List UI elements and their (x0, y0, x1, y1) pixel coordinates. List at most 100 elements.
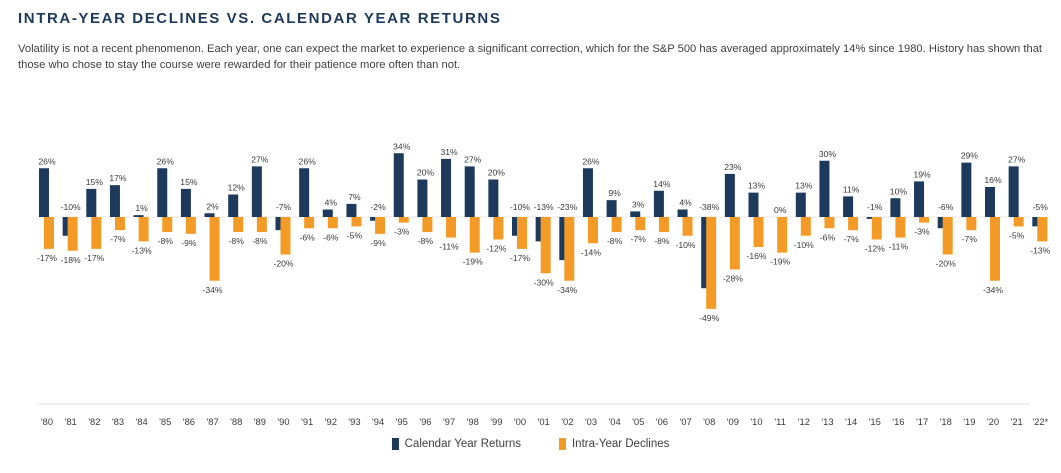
return-data-label: 17% (109, 173, 127, 183)
return-data-label: -5% (1033, 202, 1049, 212)
legend-label-returns: Calendar Year Returns (404, 438, 521, 450)
legend-item-declines: Intra-Year Declines (558, 438, 669, 450)
x-tick-label: '07 (679, 416, 691, 427)
x-tick-label: '00 (514, 416, 526, 427)
x-tick-label: '85 (159, 416, 171, 427)
decline-bar (256, 217, 267, 232)
decline-bar (800, 217, 811, 236)
decline-bar (446, 217, 457, 238)
decline-bar (635, 217, 646, 231)
x-tick-label: '21 (1011, 416, 1023, 427)
decline-bar (611, 217, 622, 232)
decline-bar (469, 217, 480, 253)
decline-bar (990, 217, 1000, 281)
x-tick-label: '89 (254, 416, 266, 427)
decline-data-label: -3% (394, 227, 410, 237)
return-data-label: 2% (206, 201, 219, 211)
return-bar (914, 181, 925, 218)
return-data-label: 15% (86, 177, 104, 187)
return-bar (677, 209, 688, 217)
x-tick-label: '94 (372, 416, 384, 427)
decline-data-label: -34% (203, 285, 223, 295)
decline-data-label: -13% (132, 245, 152, 255)
return-data-label: 11% (843, 184, 860, 194)
x-tick-label: '12 (798, 416, 810, 427)
decline-data-label: -9% (370, 238, 386, 248)
decline-data-label: -9% (181, 238, 197, 248)
return-bar (795, 192, 806, 218)
return-data-label: 26% (299, 156, 317, 166)
x-tick-label: '14 (845, 416, 857, 427)
decline-data-label: -7% (110, 234, 126, 244)
return-bar (299, 168, 310, 217)
decline-data-label: -11% (439, 242, 459, 252)
decline-data-label: -14% (581, 247, 601, 257)
return-bar (961, 162, 972, 218)
decline-bar (587, 217, 598, 244)
decline-bar (1013, 217, 1024, 227)
return-bar (464, 166, 475, 218)
x-tick-label: '09 (727, 416, 739, 427)
x-tick-label: '03 (585, 416, 597, 427)
x-tick-label: '04 (608, 416, 620, 427)
return-bar (251, 166, 262, 218)
decline-bar (44, 217, 54, 249)
decline-data-label: -20% (936, 259, 956, 269)
decline-bar (185, 217, 196, 234)
decline-data-label: -12% (865, 244, 885, 254)
x-tick-label: '10 (750, 416, 762, 427)
decline-bar (304, 217, 315, 229)
decline-bar (398, 217, 409, 223)
decline-data-label: -5% (1009, 230, 1025, 240)
decline-bar (138, 217, 149, 242)
return-data-label: 26% (157, 156, 175, 166)
return-data-label: 30% (819, 149, 837, 159)
legend-item-returns: Calendar Year Returns (391, 438, 521, 450)
x-tick-label: '11 (774, 416, 786, 427)
decline-data-label: -8% (158, 236, 174, 246)
return-data-label: -38% (699, 202, 719, 212)
decline-data-label: -28% (723, 274, 743, 284)
return-data-label: 27% (251, 154, 269, 164)
decline-data-label: -8% (607, 236, 623, 246)
decline-bar (824, 217, 835, 229)
return-data-label: -10% (510, 202, 530, 212)
return-data-label: 29% (961, 151, 979, 161)
x-tick-label: '82 (88, 416, 100, 427)
x-tick-label: '15 (869, 416, 881, 427)
x-tick-label: '86 (183, 416, 195, 427)
return-bar (630, 211, 641, 218)
x-tick-label: '81 (65, 416, 77, 427)
return-data-label: 19% (913, 169, 931, 179)
return-bar (606, 200, 617, 218)
decline-bar (658, 217, 669, 232)
return-data-label: 27% (1008, 154, 1026, 164)
x-tick-label: '06 (656, 416, 668, 427)
decline-bar (753, 217, 764, 247)
decline-bar (209, 217, 220, 281)
chart-legend: Calendar Year Returns Intra-Year Decline… (0, 438, 1061, 450)
decline-data-label: -17% (510, 253, 530, 263)
x-tick-label: '95 (396, 416, 408, 427)
return-data-label: -13% (534, 202, 554, 212)
return-bar (228, 194, 239, 217)
x-tick-label: '84 (135, 416, 147, 427)
return-bar (157, 168, 168, 217)
return-data-label: -1% (867, 202, 883, 212)
decline-data-label: -10% (794, 240, 814, 250)
return-data-label: 20% (488, 168, 506, 178)
return-data-label: 15% (180, 177, 198, 187)
decline-data-label: -11% (889, 242, 909, 252)
x-tick-label: '92 (325, 416, 337, 427)
return-data-label: 27% (464, 154, 482, 164)
decline-data-label: -12% (486, 244, 506, 254)
decline-bar (375, 217, 386, 234)
x-tick-label: '16 (892, 416, 904, 427)
chart-title: INTRA-YEAR DECLINES VS. CALENDAR YEAR RE… (18, 10, 502, 27)
decline-data-label: -13% (1030, 245, 1050, 255)
decline-data-label: -17% (84, 253, 104, 263)
return-data-label: 7% (348, 192, 361, 202)
return-data-label: 34% (393, 141, 411, 151)
decline-data-label: -19% (770, 257, 790, 267)
